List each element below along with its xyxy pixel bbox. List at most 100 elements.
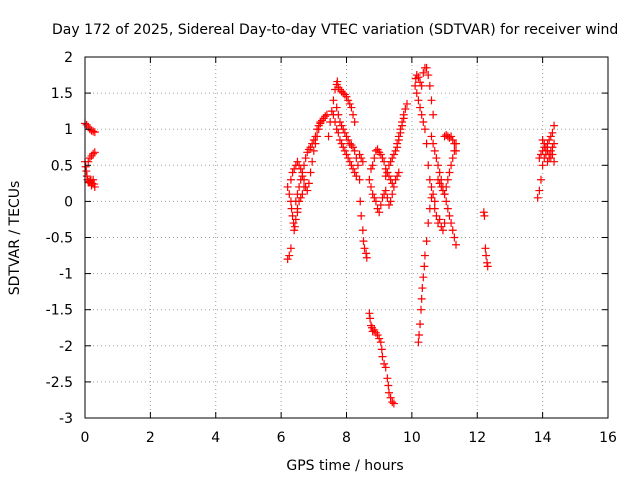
data-point — [377, 345, 386, 354]
data-point — [482, 251, 491, 260]
data-point — [366, 314, 375, 323]
data-point — [355, 150, 364, 159]
data-point — [360, 244, 369, 253]
data-point — [448, 154, 457, 163]
data-point — [90, 128, 99, 137]
data-point — [440, 190, 449, 199]
data-point — [370, 154, 379, 163]
data-point — [538, 161, 547, 170]
data-point — [420, 125, 429, 134]
data-point — [378, 154, 387, 163]
data-point — [376, 150, 385, 159]
data-point — [396, 128, 405, 137]
y-tick-label: 0.5 — [51, 158, 73, 174]
data-point — [391, 146, 400, 155]
data-point — [546, 132, 555, 141]
x-tick-label: 16 — [599, 430, 617, 446]
x-axis-label: GPS time / hours — [286, 458, 403, 474]
data-point — [429, 139, 438, 148]
data-point — [422, 63, 431, 72]
data-point — [412, 71, 421, 80]
data-point — [538, 136, 547, 145]
data-point — [416, 78, 425, 87]
data-point — [313, 125, 322, 134]
data-point — [303, 186, 312, 195]
data-point — [424, 219, 433, 228]
data-point — [389, 182, 398, 191]
data-point — [415, 330, 424, 339]
data-point — [388, 179, 397, 188]
data-point — [296, 175, 305, 184]
data-point — [438, 226, 447, 235]
data-point — [416, 320, 425, 329]
data-point — [480, 211, 489, 220]
data-point — [435, 168, 444, 177]
data-point — [427, 182, 436, 191]
data-point — [337, 121, 346, 130]
data-point — [435, 215, 444, 224]
data-point — [452, 240, 461, 249]
data-point — [285, 190, 294, 199]
data-point — [414, 73, 423, 82]
data-point — [442, 182, 451, 191]
x-tick-label: 12 — [468, 430, 486, 446]
data-point — [388, 190, 397, 199]
data-point — [381, 172, 390, 181]
data-point — [419, 68, 428, 77]
x-tick-label: 14 — [534, 430, 552, 446]
data-point — [417, 294, 426, 303]
data-point — [447, 161, 456, 170]
data-point — [550, 139, 559, 148]
data-point — [437, 222, 446, 231]
data-point — [430, 204, 439, 213]
data-point — [375, 334, 384, 343]
data-point — [550, 121, 559, 130]
data-point — [309, 146, 318, 155]
data-point — [349, 164, 358, 173]
data-point — [483, 258, 492, 267]
y-tick-label: 1 — [64, 122, 73, 138]
data-point — [333, 77, 342, 86]
data-point — [89, 127, 98, 136]
data-point — [347, 103, 356, 112]
data-point — [345, 99, 354, 108]
data-point — [452, 146, 461, 155]
data-point — [352, 172, 361, 181]
data-point — [329, 96, 338, 105]
data-point — [290, 226, 299, 235]
x-axis: 0 2 4 6 8 10 12 14 16 — [81, 57, 617, 446]
data-point — [443, 204, 452, 213]
data-point — [386, 157, 395, 166]
data-point — [418, 284, 427, 293]
data-point — [414, 96, 423, 105]
data-point — [283, 255, 292, 264]
data-point — [298, 190, 307, 199]
data-point — [306, 143, 315, 152]
data-point — [293, 204, 302, 213]
data-point — [356, 197, 365, 206]
data-point — [367, 164, 376, 173]
data-point — [424, 71, 433, 80]
data-point — [87, 126, 96, 135]
data-point — [357, 154, 366, 163]
y-tick-label: 2 — [64, 50, 73, 66]
data-point — [290, 222, 299, 231]
data-point — [283, 182, 292, 191]
data-point — [300, 182, 309, 191]
data-point — [89, 175, 98, 184]
data-point — [481, 244, 490, 253]
x-tick-label: 2 — [146, 430, 155, 446]
data-point — [314, 121, 323, 130]
data-point — [334, 110, 343, 119]
data-point — [371, 146, 380, 155]
data-point — [358, 157, 367, 166]
x-tick-label: 4 — [211, 430, 220, 446]
y-tick-label: -3 — [59, 411, 73, 427]
data-point — [535, 154, 544, 163]
data-point — [548, 143, 557, 152]
data-point — [342, 132, 351, 141]
data-point — [420, 262, 429, 271]
x-tick-label: 0 — [81, 430, 90, 446]
data-point — [349, 143, 358, 152]
data-point — [349, 110, 358, 119]
